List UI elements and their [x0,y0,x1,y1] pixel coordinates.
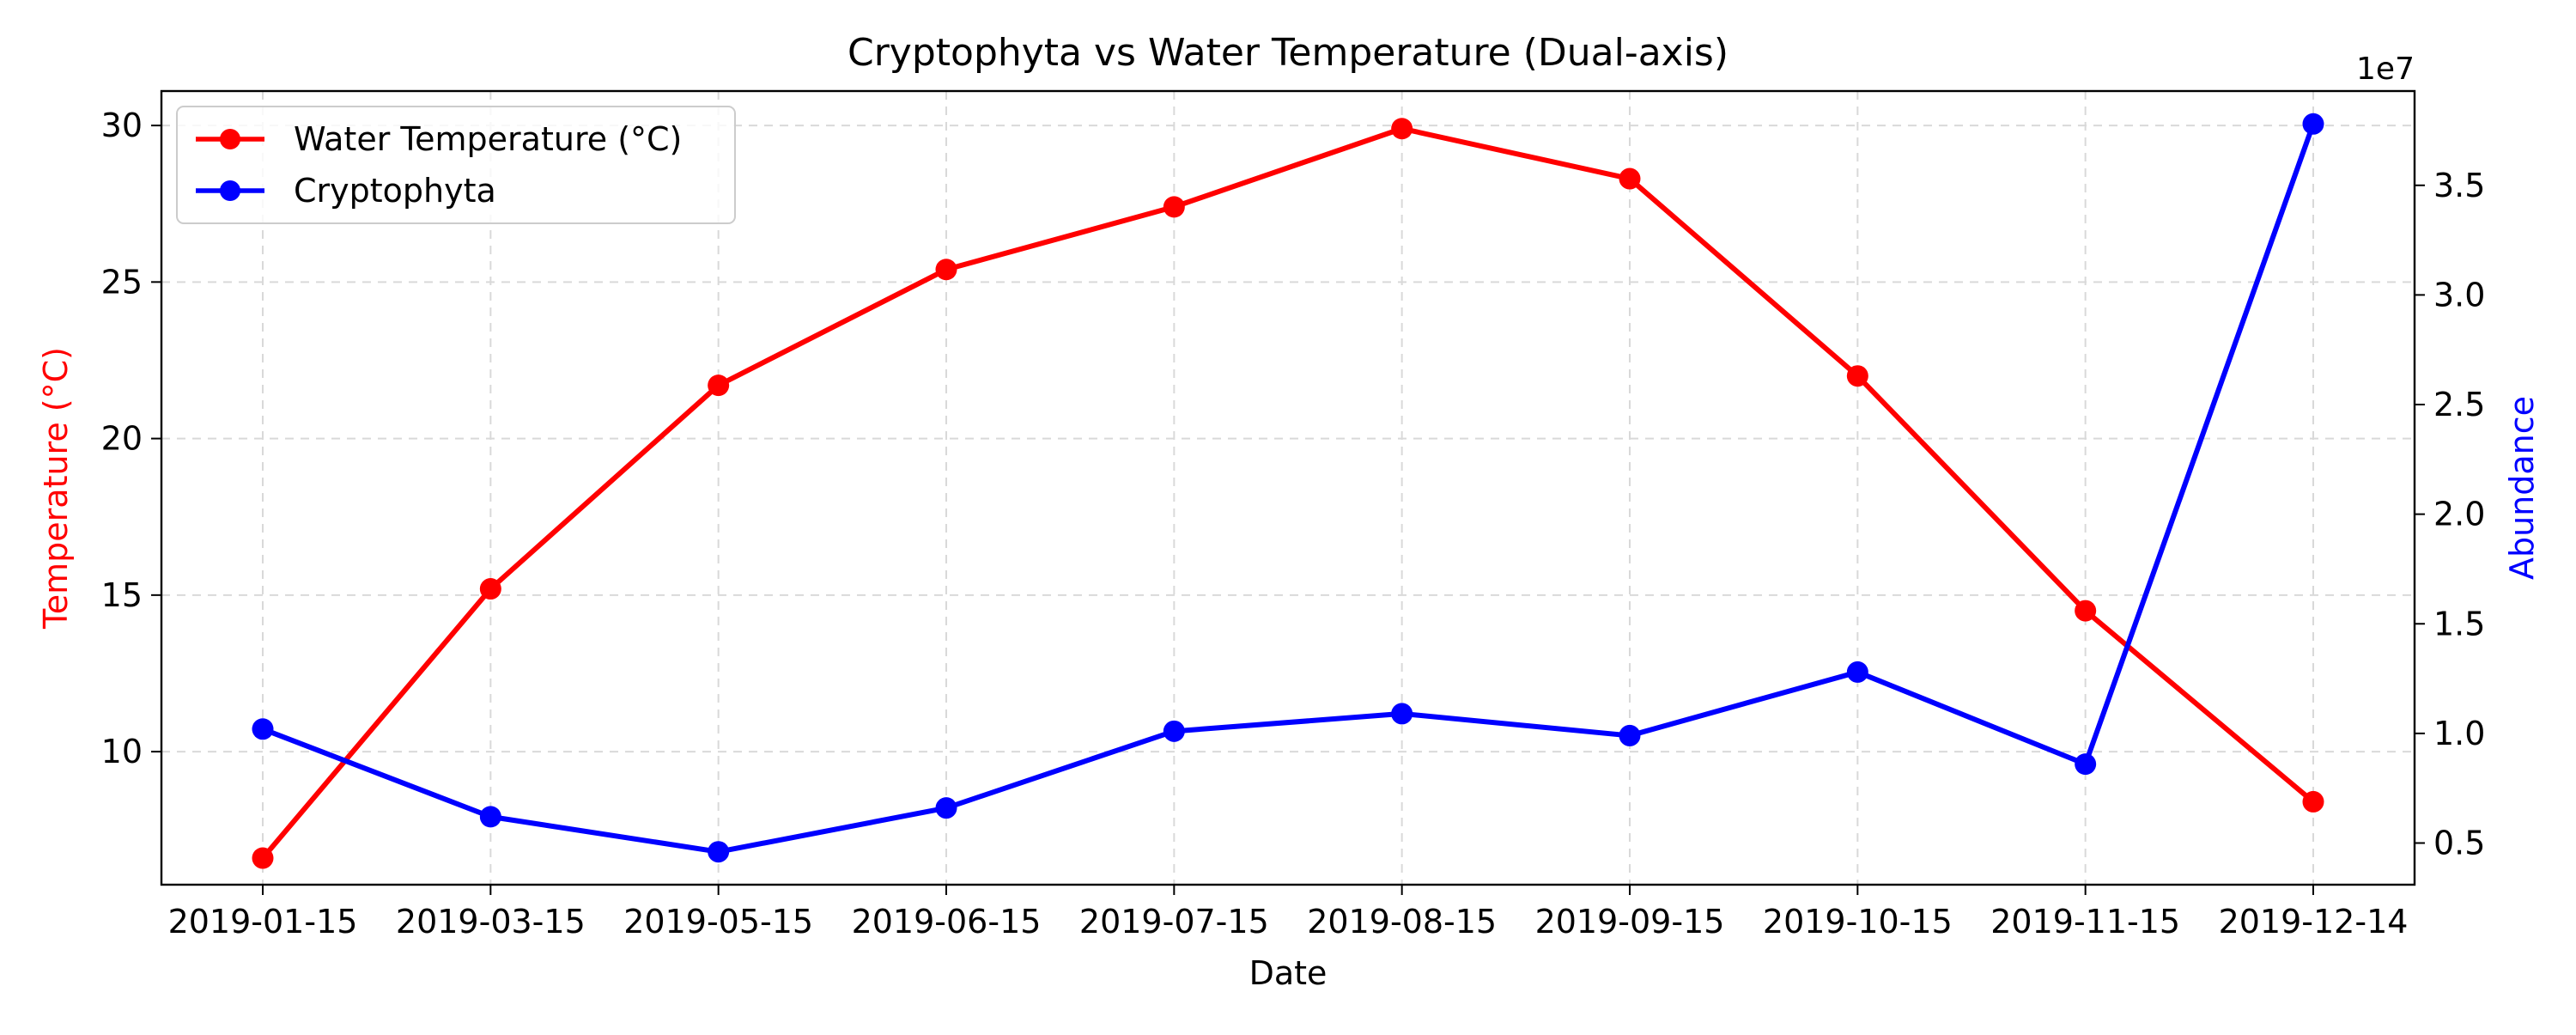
cryptophyta-data-point [479,806,501,828]
x-tick-label: 2019-01-15 [168,903,358,941]
x-tick-label: 2019-06-15 [852,903,1042,941]
left-y-tick-label: 15 [101,576,143,614]
legend: Water Temperature (°C) Cryptophyta [176,106,736,224]
left-y-tick-label: 20 [101,420,143,458]
temperature-data-point [2302,790,2324,813]
x-tick-label: 2019-12-14 [2219,903,2409,941]
temperature-data-point [708,374,730,397]
axis-layer: 2019-01-15 2019-03-15 2019-05-15 2019-06-15… [101,107,2486,941]
x-tick-label: 2019-11-15 [1990,903,2180,941]
cryptophyta-data-point [252,718,274,740]
temperature-data-point [479,578,501,600]
temperature-series-line [260,125,2315,860]
cryptophyta-data-point [708,841,730,863]
cryptophyta-data-point [935,797,957,819]
legend-marker-temperature [220,129,240,149]
chart-title: Cryptophyta vs Water Temperature (Dual-a… [848,31,1728,75]
x-tick-label: 2019-10-15 [1763,903,1953,941]
left-y-tick-label: 30 [101,107,143,144]
left-y-tick-label: 25 [101,263,143,301]
temperature-data-point [1846,365,1868,387]
temperature-data-point [252,847,274,869]
right-axis-multiplier: 1e7 [2356,52,2415,87]
x-axis-label: Date [1249,954,1327,992]
legend-label-cryptophyta: Cryptophyta [294,172,496,210]
right-y-tick-label: 2.5 [2433,386,2485,423]
legend-box [176,106,736,224]
right-y-tick-label: 3.5 [2433,167,2485,204]
x-tick-label: 2019-05-15 [623,903,813,941]
temperature-data-point [935,259,957,281]
left-axis-label: Temperature (°C) [37,347,75,630]
legend-label-temperature: Water Temperature (°C) [294,120,682,158]
series-layer [252,113,2324,869]
cryptophyta-data-point [1846,661,1868,683]
left-y-tick-label: 10 [101,733,143,770]
right-axis-label: Abundance [2503,396,2541,580]
x-tick-label: 2019-08-15 [1307,903,1497,941]
right-y-tick-label: 0.5 [2433,825,2485,862]
x-tick-label: 2019-03-15 [396,903,586,941]
cryptophyta-series-line [261,123,2316,855]
cryptophyta-data-point [1619,724,1641,746]
x-tick-label: 2019-07-15 [1079,903,1269,941]
cryptophyta-data-point [1391,703,1413,725]
legend-marker-cryptophyta [220,180,240,201]
temperature-data-point [1391,118,1413,140]
temperature-data-point [2075,600,2097,622]
right-y-tick-label: 1.0 [2433,715,2485,752]
x-tick-label: 2019-09-15 [1535,903,1725,941]
plot-frame [160,89,2416,886]
right-y-tick-label: 1.5 [2433,605,2485,642]
right-y-tick-label: 2.0 [2433,496,2485,533]
right-y-tick-label: 3.0 [2433,276,2485,314]
cryptophyta-data-point [2075,753,2097,776]
temperature-data-point [1163,196,1185,218]
cryptophyta-data-point [1163,720,1185,742]
temperature-data-point [1619,167,1641,190]
cryptophyta-data-point [2302,113,2324,135]
